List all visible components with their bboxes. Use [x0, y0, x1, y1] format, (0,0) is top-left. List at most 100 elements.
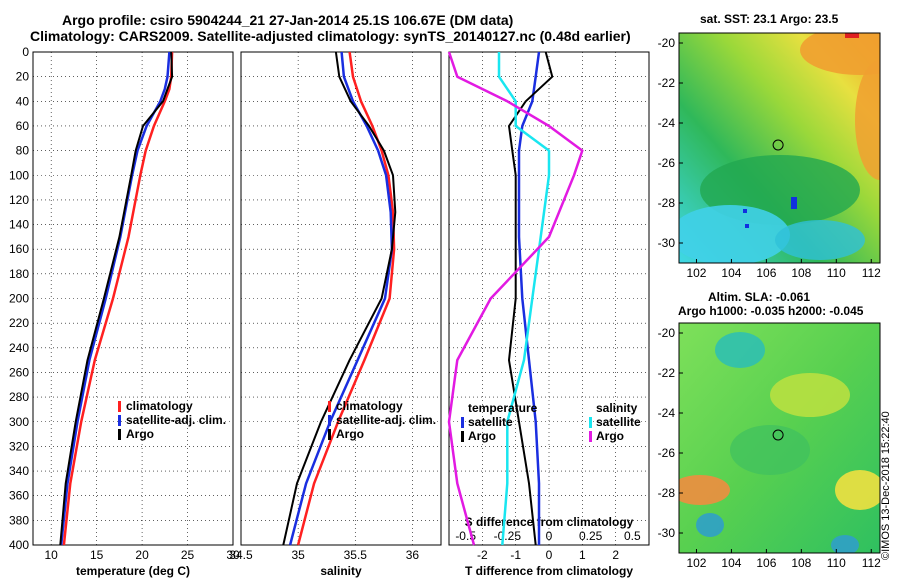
x2tick-label-4: 0.5 [624, 529, 641, 543]
legend-label-sal-1: satellite [596, 415, 641, 429]
ytick-label-17: 340 [9, 464, 29, 478]
xtick-label-salinity-3: 36 [406, 548, 420, 562]
ytick-label-13: 260 [9, 365, 29, 379]
sst-cool-patch [679, 205, 790, 263]
ytick-label-5: 100 [9, 168, 29, 182]
legend-swatch-temp-2 [461, 431, 464, 442]
series-salinity-2 [282, 51, 397, 546]
map-ytick-label-sst-map-4: -28 [658, 196, 676, 210]
map-xtick-label-sst-map-4: 110 [827, 266, 846, 280]
map-ytick-label-sla-map-2: -24 [658, 406, 676, 420]
imos-stamp: ©IMOS 13-Dec-2018 15:22:40 [880, 411, 892, 560]
map-xtick-label-sst-map-1: 104 [721, 266, 741, 280]
map-profile-marker-sla-map [772, 429, 784, 441]
ytick-label-12: 240 [9, 341, 29, 355]
sla-blue-patch [696, 513, 724, 537]
map-xtick-label-sst-map-0: 102 [686, 266, 706, 280]
x2tick-label-3: 0.25 [579, 529, 603, 543]
ytick-label-11: 220 [9, 316, 29, 330]
legend-swatch-salinity-2 [328, 429, 331, 440]
legend-swatch-salinity-0 [328, 401, 331, 412]
map-ytick-label-sla-map-1: -22 [658, 366, 676, 380]
xtick-label-temperature-1: 15 [90, 548, 104, 562]
map-xtick-label-sst-map-2: 106 [756, 266, 776, 280]
map-xtick-label-sst-map-5: 112 [862, 266, 881, 280]
sla-map-subtitle: Argo h1000: -0.035 h2000: -0.045 [678, 304, 864, 318]
map-profile-marker-sst-map [772, 139, 784, 151]
ytick-label-6: 120 [9, 193, 29, 207]
legend-label-sal-0: salinity [596, 401, 638, 415]
xtick-label-differences-4: 2 [612, 548, 619, 562]
title-line-2: Climatology: CARS2009. Satellite-adjuste… [30, 28, 631, 44]
map-xtick-label-sla-map-1: 104 [721, 556, 741, 570]
ytick-label-16: 320 [9, 439, 29, 453]
xtick-label-salinity-1: 35 [291, 548, 305, 562]
legend-label-temp-1: satellite [468, 415, 513, 429]
ytick-label-3: 60 [16, 119, 30, 133]
sla-orange-patch [679, 475, 730, 505]
map-xtick-label-sla-map-2: 106 [756, 556, 776, 570]
xtick-label-salinity-0: 34.5 [229, 548, 253, 562]
xtick-label-differences-0: -2 [477, 548, 488, 562]
map-xtick-label-sst-map-3: 108 [791, 266, 811, 280]
ytick-label-4: 80 [16, 144, 30, 158]
series-salinity-0 [296, 51, 396, 546]
sla-low-patch [715, 332, 765, 368]
title-line-1: Argo profile: csiro 5904244_21 27-Jan-20… [62, 12, 514, 28]
ytick-label-14: 280 [9, 390, 29, 404]
legend-swatch-salinity-1 [328, 415, 331, 426]
legend-label-temperature-1: satellite-adj. clim. [126, 413, 226, 427]
ytick-label-0: 0 [22, 45, 29, 59]
xtick-label-differences-1: -1 [510, 548, 521, 562]
ytick-label-10: 200 [9, 292, 29, 306]
ytick-label-15: 300 [9, 415, 29, 429]
xtick-label-temperature-3: 25 [181, 548, 195, 562]
map-xtick-label-sla-map-0: 102 [686, 556, 706, 570]
sst-blue-dot [743, 209, 747, 213]
xtick-label-differences-2: 0 [546, 548, 553, 562]
series-diff-temp-argo [508, 51, 554, 546]
ytick-label-1: 20 [16, 70, 30, 84]
map-ytick-label-sla-map-5: -30 [658, 526, 676, 540]
map-ytick-label-sla-map-4: -28 [658, 486, 676, 500]
ytick-label-9: 180 [9, 267, 29, 281]
sla-map-title: Altim. SLA: -0.061 [708, 290, 811, 304]
sst-cool-patch-2 [775, 220, 865, 260]
legend-swatch-temperature-2 [118, 429, 121, 440]
map-ytick-label-sla-map-3: -26 [658, 446, 676, 460]
map-ytick-label-sla-map-0: -20 [658, 326, 676, 340]
legend-label-temperature-0: climatology [126, 399, 193, 413]
ytick-label-2: 40 [16, 94, 30, 108]
x2-axis-label: S difference from climatology [465, 515, 634, 529]
xtick-label-differences-3: 1 [579, 548, 586, 562]
legend-swatch-temperature-0 [118, 401, 121, 412]
map-ytick-label-sst-map-2: -24 [658, 116, 676, 130]
map-xtick-label-sla-map-4: 110 [827, 556, 846, 570]
sla-blue-patch-2 [831, 535, 859, 553]
xtick-label-temperature-4: 30 [226, 548, 240, 562]
x2tick-label-2: 0 [546, 529, 553, 543]
sst-warm-patch [800, 33, 880, 75]
legend-label-temp-0: temperature [468, 401, 538, 415]
xtick-label-temperature-0: 10 [45, 548, 59, 562]
ytick-label-7: 140 [9, 218, 29, 232]
legend-label-temp-2: Argo [468, 429, 496, 443]
series-diff-temp-satellite [517, 51, 541, 545]
ytick-label-18: 360 [9, 489, 29, 503]
legend-label-temperature-2: Argo [126, 427, 154, 441]
map-ytick-label-sst-map-3: -26 [658, 156, 676, 170]
x2tick-label-1: -0.25 [494, 529, 522, 543]
map-xtick-label-sla-map-3: 108 [791, 556, 811, 570]
x-axis-label-temperature: temperature (deg C) [76, 564, 190, 578]
legend-swatch-sal-2 [589, 431, 592, 442]
sla-map-frame [678, 322, 881, 554]
series-temperature-2 [59, 51, 174, 546]
xtick-label-salinity-2: 35.5 [344, 548, 368, 562]
sla-high-patch [770, 373, 850, 417]
legend-swatch-temp-1 [461, 417, 464, 428]
x-axis-label-differences: T difference from climatology [465, 564, 633, 578]
ytick-label-20: 400 [9, 538, 29, 552]
sst-warm-edge [855, 60, 880, 180]
legend-label-sal-2: Argo [596, 429, 624, 443]
